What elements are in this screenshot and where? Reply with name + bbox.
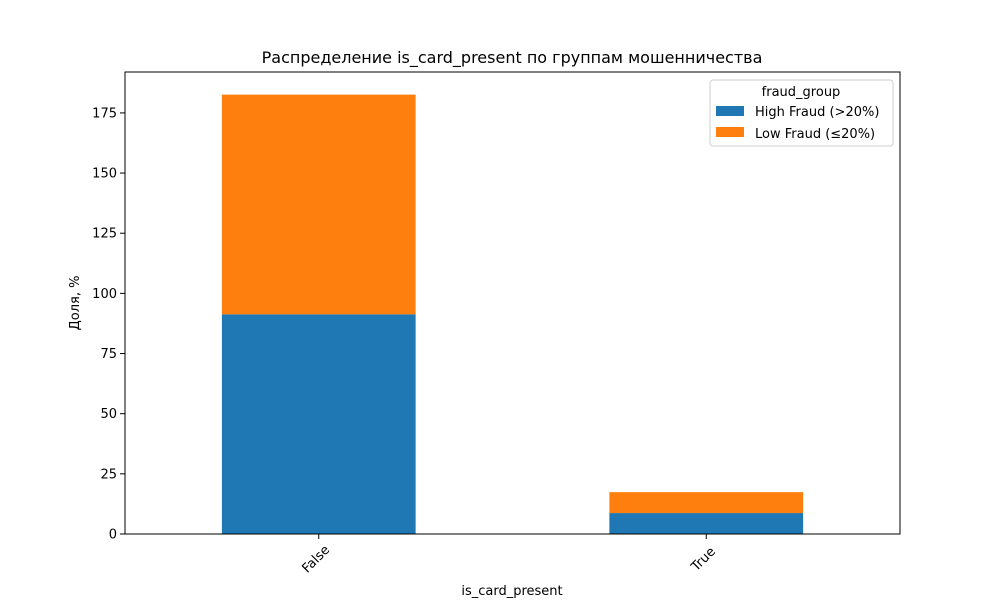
- legend-title: fraud_group: [762, 85, 841, 100]
- y-tick-label: 50: [100, 407, 117, 422]
- chart-title: Распределение is_card_present по группам…: [262, 48, 763, 68]
- y-tick-label: 150: [92, 167, 117, 182]
- bar-low-fraud-false: [221, 94, 416, 315]
- legend-swatch-high-fraud: [716, 106, 744, 116]
- legend-label-high-fraud: High Fraud (>20%): [755, 105, 879, 120]
- y-tick-label: 25: [100, 467, 117, 482]
- legend-frame: [709, 79, 894, 147]
- x-tick-label-true: True: [688, 544, 719, 575]
- y-tick-label: 75: [100, 347, 117, 362]
- y-tick-label: 175: [92, 106, 117, 121]
- legend-swatch-low-fraud: [716, 127, 744, 137]
- x-axis-label: is_card_present: [461, 584, 562, 599]
- bar-low-fraud-true: [609, 492, 804, 514]
- plot-frame: [124, 71, 901, 535]
- y-tick-label: 0: [109, 528, 117, 543]
- y-tick-label: 125: [92, 227, 117, 242]
- legend-label-low-fraud: Low Fraud (≤20%): [755, 127, 875, 142]
- bar-high-fraud-true: [609, 513, 804, 534]
- y-tick-label: 100: [92, 287, 117, 302]
- bar-high-fraud-false: [221, 314, 416, 534]
- bars-group: [221, 94, 804, 534]
- y-axis-label: Доля, %: [68, 276, 83, 331]
- y-axis-ticks: 0 25 50 75 100 125 150 175: [92, 106, 125, 543]
- x-tick-label-false: False: [299, 543, 333, 577]
- x-axis-ticks: False True: [299, 534, 719, 577]
- legend: fraud_group High Fraud (>20%) Low Fraud …: [709, 79, 894, 147]
